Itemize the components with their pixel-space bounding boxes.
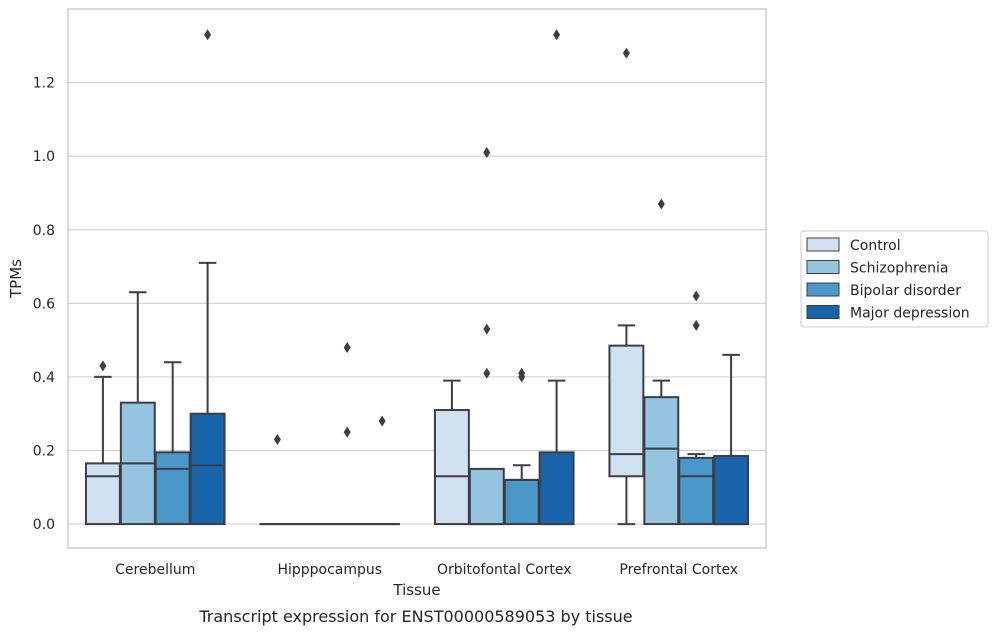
box-group: [503, 367, 540, 526]
box: [468, 467, 505, 526]
outlier-point: [692, 290, 700, 302]
legend-swatch: [806, 282, 840, 297]
plot-frame: [67, 8, 767, 549]
box: [643, 396, 680, 526]
x-tick-labels: Cerebellum Hipppocampus Orbitofontal Corte…: [115, 562, 738, 578]
box-group: [84, 360, 121, 526]
x-tick-label: Hipppocampus: [277, 562, 382, 578]
y-tick-labels: 0.0 0.2 0.4 0.6 0.8 1.0 1.2: [33, 76, 55, 534]
outlier-point: [483, 323, 491, 335]
legend-swatch: [806, 305, 840, 319]
box: [608, 344, 645, 478]
outlier-point: [204, 29, 212, 41]
box-group: [643, 198, 680, 526]
outlier-point: [99, 360, 107, 372]
box: [678, 456, 715, 526]
box-group: [538, 29, 575, 526]
box: [433, 409, 470, 526]
outlier-point: [343, 341, 351, 353]
box-group: [259, 433, 296, 526]
box: [538, 451, 575, 526]
outlier-point: [622, 47, 630, 59]
box-group: [119, 291, 156, 526]
box-group: [678, 290, 715, 526]
outlier-point: [378, 415, 386, 427]
gridlines: [68, 81, 766, 525]
outlier-point: [657, 198, 665, 210]
box-group: [364, 415, 401, 526]
box-group: [433, 379, 470, 526]
x-axis-label: Tissue: [392, 581, 440, 599]
y-tick-label: 0.8: [33, 223, 55, 239]
outlier-point: [273, 433, 281, 445]
legend-label: Schizophrenia: [850, 261, 948, 277]
legend-swatch: [806, 260, 840, 274]
legend-label: Bipolar disorder: [850, 283, 961, 299]
x-tick-label: Prefrontal Cortex: [619, 562, 738, 578]
legend-label: Control: [850, 238, 901, 254]
box: [84, 462, 121, 526]
box-group: [329, 341, 366, 526]
y-tick-label: 1.2: [33, 76, 55, 92]
x-tick-label: Orbitofontal Cortex: [437, 562, 572, 578]
outlier-point: [553, 29, 561, 41]
x-tick-label: Cerebellum: [115, 562, 195, 578]
legend-swatch: [806, 237, 840, 252]
box-group: [468, 146, 505, 526]
box: [503, 478, 540, 526]
box-group: [713, 353, 750, 526]
chart-caption: Transcript expression for ENST0000058905…: [198, 607, 632, 626]
outlier-point: [483, 146, 491, 158]
outlier-point: [518, 371, 526, 383]
outlier-point: [692, 319, 700, 331]
y-tick-label: 0.6: [33, 296, 55, 312]
y-tick-label: 0.4: [33, 370, 55, 386]
outlier-point: [343, 426, 351, 438]
y-tick-label: 0.2: [33, 444, 55, 460]
legend-label: Major depression: [850, 306, 970, 322]
box-group: [154, 361, 191, 526]
box: [713, 455, 750, 526]
y-tick-label: 0.0: [33, 517, 55, 533]
legend-frame: [800, 230, 989, 328]
outlier-point: [483, 367, 491, 379]
boxes: [84, 29, 750, 526]
box: [154, 451, 191, 526]
box-group: [189, 29, 226, 526]
legend: Control Schizophrenia Bipolar disorder Majo…: [800, 230, 989, 328]
y-axis-label: TPMs: [7, 259, 25, 299]
box-group: [608, 47, 645, 526]
y-tick-label: 1.0: [33, 149, 55, 165]
box: [189, 412, 226, 526]
